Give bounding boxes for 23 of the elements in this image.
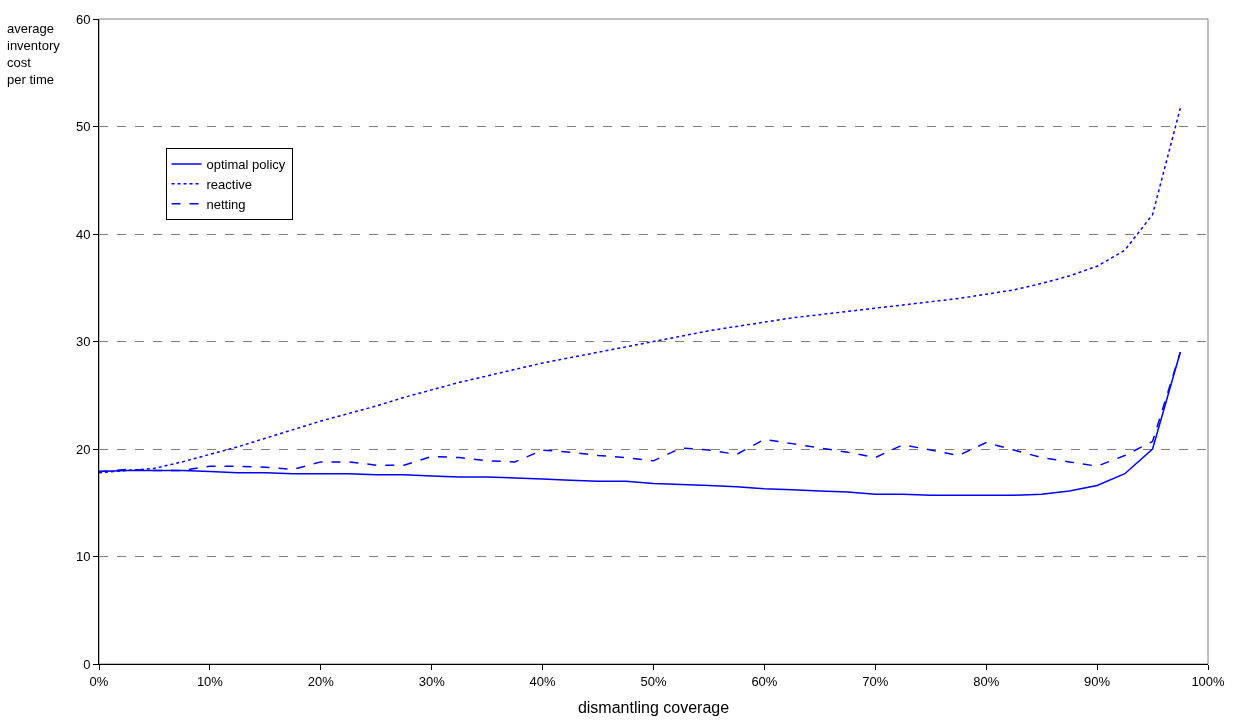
- y-tick-label: 20: [75, 441, 91, 457]
- y-axis-title: average inventory cost per time: [7, 21, 61, 87]
- x-tick-label: 70%: [862, 673, 889, 689]
- y-tick-label: 30: [75, 334, 91, 350]
- x-axis-title: dismantling coverage: [577, 699, 730, 717]
- x-tick-label: 90%: [1084, 673, 1111, 689]
- x-tick-label: 100%: [1191, 673, 1226, 689]
- y-tick-label: 10: [75, 549, 91, 565]
- x-tick-label: 0%: [89, 673, 109, 689]
- y-tick-label: 50: [75, 119, 91, 135]
- y-tick-label: 60: [75, 11, 91, 27]
- x-tick-label: 10%: [196, 673, 224, 689]
- legend-label: reactive: [206, 176, 253, 192]
- y-tick-label: 40: [75, 226, 91, 242]
- x-tick-label: 80%: [973, 673, 1000, 689]
- x-tick-label: 40%: [529, 673, 557, 689]
- y-tick-label: 0: [83, 656, 91, 672]
- x-tick-label: 50%: [640, 673, 667, 689]
- x-tick-label: 20%: [307, 673, 335, 689]
- legend-label: optimal policy: [206, 157, 286, 173]
- x-tick-label: 30%: [418, 673, 446, 689]
- x-tick-label: 60%: [751, 673, 778, 689]
- legend-label: netting: [206, 196, 246, 212]
